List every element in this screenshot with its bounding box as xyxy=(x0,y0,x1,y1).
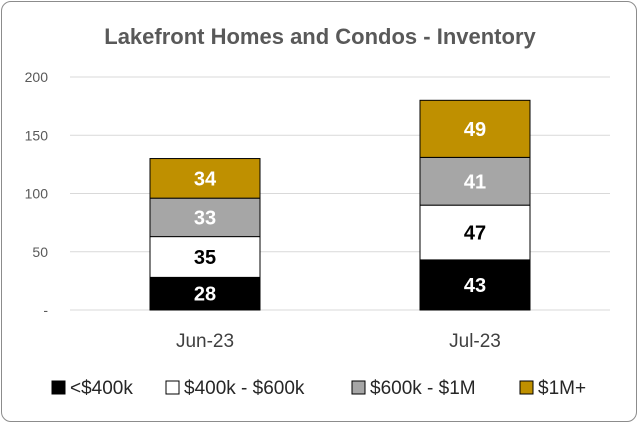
bar-segment xyxy=(149,158,261,199)
bar-segment xyxy=(419,156,531,206)
legend-label: $1M+ xyxy=(538,378,586,399)
data-label: 35 xyxy=(194,247,216,269)
y-tick-label: 50 xyxy=(32,244,48,260)
data-label: 49 xyxy=(464,119,486,141)
legend-swatch xyxy=(51,380,66,395)
legend-label: <$400k xyxy=(70,378,133,399)
data-label: 28 xyxy=(194,284,216,306)
x-axis: Jun-23 Jul-23 xyxy=(176,331,501,352)
bars: 28 35 33 34 43 47 41 49 xyxy=(149,99,531,311)
legend: <$400k $400k - $600k $600k - $1M $1M+ xyxy=(51,378,586,399)
chart-title: Lakefront Homes and Condos - Inventory xyxy=(104,24,536,49)
data-label: 34 xyxy=(194,168,217,190)
legend-swatch xyxy=(165,380,180,395)
legend-swatch xyxy=(519,380,534,395)
legend-swatch xyxy=(351,380,366,395)
data-label: 41 xyxy=(464,171,486,193)
y-tick-label: - xyxy=(43,302,48,318)
y-tick-label: 150 xyxy=(25,127,49,143)
data-label: 43 xyxy=(464,275,486,297)
bar-segment xyxy=(419,99,531,158)
y-axis: - 50 100 150 200 xyxy=(25,69,49,318)
y-tick-label: 100 xyxy=(25,186,49,202)
legend-label: $600k - $1M xyxy=(370,378,476,399)
x-tick-label: Jul-23 xyxy=(449,331,501,352)
bar-segment xyxy=(149,276,261,311)
data-label: 47 xyxy=(464,223,486,245)
legend-label: $400k - $600k xyxy=(184,378,305,399)
data-label: 33 xyxy=(194,207,216,229)
bar-segment xyxy=(419,204,531,261)
y-tick-label: 200 xyxy=(25,69,49,85)
x-tick-label: Jun-23 xyxy=(176,331,234,352)
